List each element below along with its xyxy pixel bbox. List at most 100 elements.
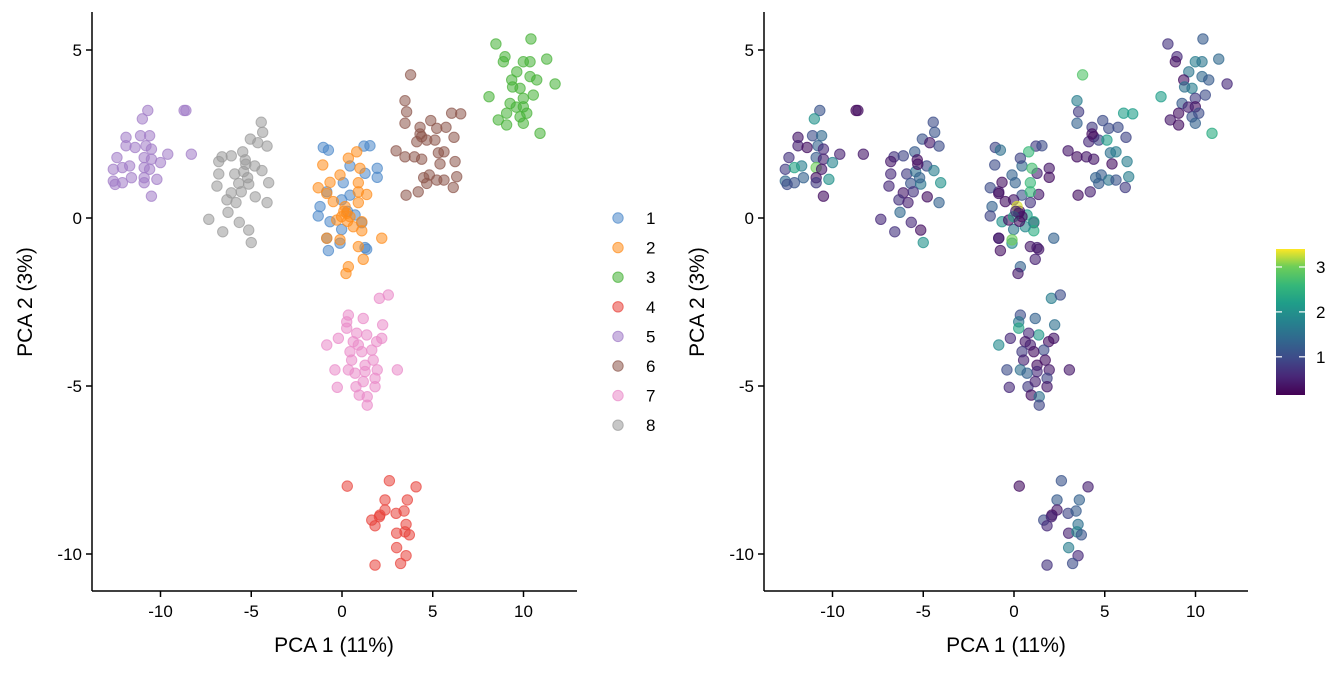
point-cluster-8 <box>243 224 255 236</box>
legend-key-3 <box>612 271 624 283</box>
point-cluster-7 <box>361 399 373 411</box>
legend-key-4 <box>612 301 624 313</box>
point-cluster-1 <box>322 144 335 156</box>
point-cluster-7 <box>321 339 333 351</box>
point-value <box>1084 186 1096 198</box>
point-value <box>1026 162 1038 174</box>
point-cluster-4 <box>369 559 381 571</box>
point-cluster-7 <box>329 364 341 376</box>
point-value <box>1013 215 1026 228</box>
point-cluster-8 <box>262 177 275 189</box>
point-cluster-2 <box>334 169 346 181</box>
point-cluster-5 <box>138 177 150 189</box>
legend-key-5 <box>612 330 624 343</box>
point-cluster-5 <box>154 156 167 169</box>
point-value <box>1029 312 1041 325</box>
point-cluster-6 <box>449 155 461 168</box>
point-value <box>1071 95 1083 107</box>
colorbar-tick-label: 3 <box>1316 258 1325 277</box>
point-cluster-7 <box>349 367 361 379</box>
point-value <box>815 129 828 142</box>
point-value <box>1024 186 1037 198</box>
point-value <box>885 155 897 168</box>
point-cluster-5 <box>111 151 123 164</box>
point-value <box>1010 205 1022 217</box>
legend-label-4: 4 <box>646 298 655 317</box>
point-value <box>1028 346 1040 358</box>
point-cluster-8 <box>235 186 247 198</box>
y-tick-label: 5 <box>745 41 754 60</box>
point-value <box>1013 322 1025 334</box>
point-cluster-3 <box>500 107 513 119</box>
point-cluster-4 <box>379 494 391 506</box>
point-value <box>1014 152 1027 164</box>
point-cluster-2 <box>338 205 350 217</box>
point-cluster-6 <box>415 153 428 165</box>
point-value <box>1127 108 1139 120</box>
point-cluster-3 <box>534 127 546 140</box>
point-value <box>1123 170 1135 183</box>
point-value <box>1076 69 1089 81</box>
point-value <box>907 186 919 198</box>
x-tick-label: -5 <box>916 602 931 621</box>
point-cluster-2 <box>327 195 339 208</box>
point-cluster-3 <box>483 91 495 103</box>
point-value <box>1086 128 1098 140</box>
point-value <box>993 339 1005 351</box>
point-cluster-5 <box>180 104 192 117</box>
point-value <box>1221 78 1233 90</box>
colorbar-tick-label: 2 <box>1316 303 1325 322</box>
point-cluster-1 <box>314 200 326 213</box>
point-cluster-8 <box>245 236 257 249</box>
point-value <box>1063 364 1076 376</box>
point-cluster-3 <box>490 38 502 50</box>
point-value <box>1075 529 1088 541</box>
y-tick-label: 0 <box>73 209 82 228</box>
point-cluster-5 <box>129 141 141 154</box>
point-cluster-8 <box>261 196 273 209</box>
point-value <box>1097 114 1109 127</box>
point-cluster-6 <box>447 181 459 194</box>
legend-label-2: 2 <box>646 239 655 258</box>
point-value <box>1012 267 1024 280</box>
point-value <box>1043 171 1055 184</box>
point-cluster-4 <box>373 511 386 523</box>
y-tick-label: 5 <box>73 41 82 60</box>
point-cluster-2 <box>352 196 365 209</box>
point-value <box>1162 38 1174 50</box>
point-cluster-7 <box>391 364 404 376</box>
point-value <box>984 182 996 194</box>
point-cluster-8 <box>211 180 223 192</box>
point-cluster-6 <box>438 146 450 158</box>
point-cluster-6 <box>451 170 463 183</box>
right-points-layer <box>779 33 1233 571</box>
point-value <box>1073 494 1086 506</box>
point-value <box>1062 145 1074 157</box>
point-cluster-5 <box>143 129 156 142</box>
point-cluster-4 <box>390 541 403 554</box>
x-tick-label: 5 <box>428 602 437 621</box>
point-cluster-8 <box>241 171 254 184</box>
point-value <box>933 196 945 209</box>
point-value <box>1004 332 1017 344</box>
x-tick-label: 0 <box>1009 602 1018 621</box>
point-cluster-4 <box>341 480 353 492</box>
point-cluster-3 <box>511 66 523 78</box>
x-tick-label: -5 <box>244 602 259 621</box>
point-value <box>797 171 810 184</box>
y-tick-label: -10 <box>729 545 754 564</box>
point-value <box>986 200 998 213</box>
point-cluster-7 <box>357 312 369 325</box>
point-cluster-2 <box>352 240 365 253</box>
point-cluster-3 <box>506 81 519 93</box>
point-cluster-3 <box>497 56 510 68</box>
point-cluster-7 <box>382 289 394 301</box>
point-value <box>857 148 870 160</box>
point-cluster-8 <box>230 196 242 209</box>
point-cluster-4 <box>403 529 416 541</box>
left-points-layer <box>107 33 561 571</box>
point-value <box>1172 119 1185 131</box>
point-cluster-5 <box>142 104 154 117</box>
point-value <box>1023 146 1035 158</box>
point-value <box>993 187 1005 200</box>
